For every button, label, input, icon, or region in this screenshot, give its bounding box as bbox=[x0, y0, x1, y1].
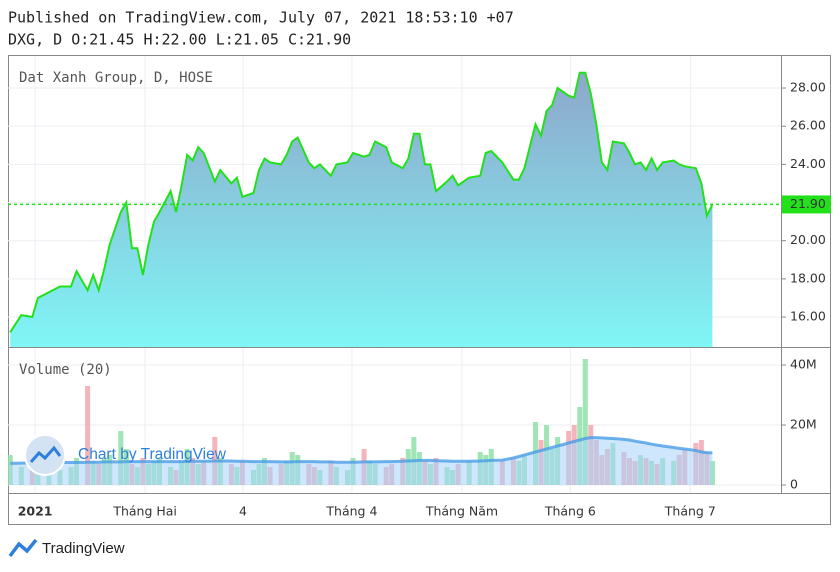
x-tick-label: Tháng 6 bbox=[544, 504, 596, 519]
footer-logo-mark bbox=[8, 538, 38, 558]
volume-ma-area bbox=[10, 437, 713, 485]
volume-bar bbox=[85, 385, 91, 485]
chart-frame bbox=[8, 55, 831, 525]
watermark: Chart by TradingView bbox=[24, 434, 227, 476]
last-price-label: 21.90 bbox=[790, 196, 826, 211]
y-tick-label: 40M bbox=[790, 356, 817, 371]
x-tick-label: Tháng Năm bbox=[425, 504, 498, 519]
x-tick-label: 2021 bbox=[18, 504, 53, 519]
footer-logo: TradingView bbox=[8, 538, 125, 558]
footer-text: TradingView bbox=[42, 540, 125, 557]
price-legend: Dat Xanh Group, D, HOSE bbox=[19, 70, 213, 86]
y-tick-label: 0 bbox=[790, 476, 798, 491]
volume-bar bbox=[118, 430, 124, 485]
y-tick-label: 16.00 bbox=[790, 309, 826, 324]
volume-bar bbox=[582, 358, 588, 485]
y-tick-label: 26.00 bbox=[790, 118, 826, 133]
volume-legend: Volume (20) bbox=[19, 362, 112, 378]
quote-line: DXG, D O:21.45 H:22.00 L:21.05 C:21.90 bbox=[8, 31, 351, 49]
price-line bbox=[9, 71, 714, 333]
y-tick-label: 20.00 bbox=[790, 232, 826, 247]
x-tick-label: Tháng 4 bbox=[325, 504, 377, 519]
published-line: Published on TradingView.com, July 07, 2… bbox=[8, 9, 514, 27]
y-tick-label: 20M bbox=[790, 416, 817, 431]
x-tick-label: Tháng Hai bbox=[112, 504, 177, 519]
y-tick-label: 24.00 bbox=[790, 156, 826, 171]
last-price-badge bbox=[781, 195, 831, 214]
x-tick-label: 4 bbox=[239, 504, 247, 519]
watermark-logo bbox=[24, 434, 66, 476]
y-tick-label: 28.00 bbox=[790, 80, 826, 95]
volume-ma-line bbox=[10, 436, 713, 465]
watermark-logo-mark bbox=[29, 445, 62, 463]
watermark-text: Chart by TradingView bbox=[78, 446, 227, 463]
y-tick-label: 18.00 bbox=[790, 270, 826, 285]
x-tick-label: Tháng 7 bbox=[664, 504, 716, 519]
price-area bbox=[10, 72, 713, 347]
volume-bar bbox=[709, 460, 715, 485]
